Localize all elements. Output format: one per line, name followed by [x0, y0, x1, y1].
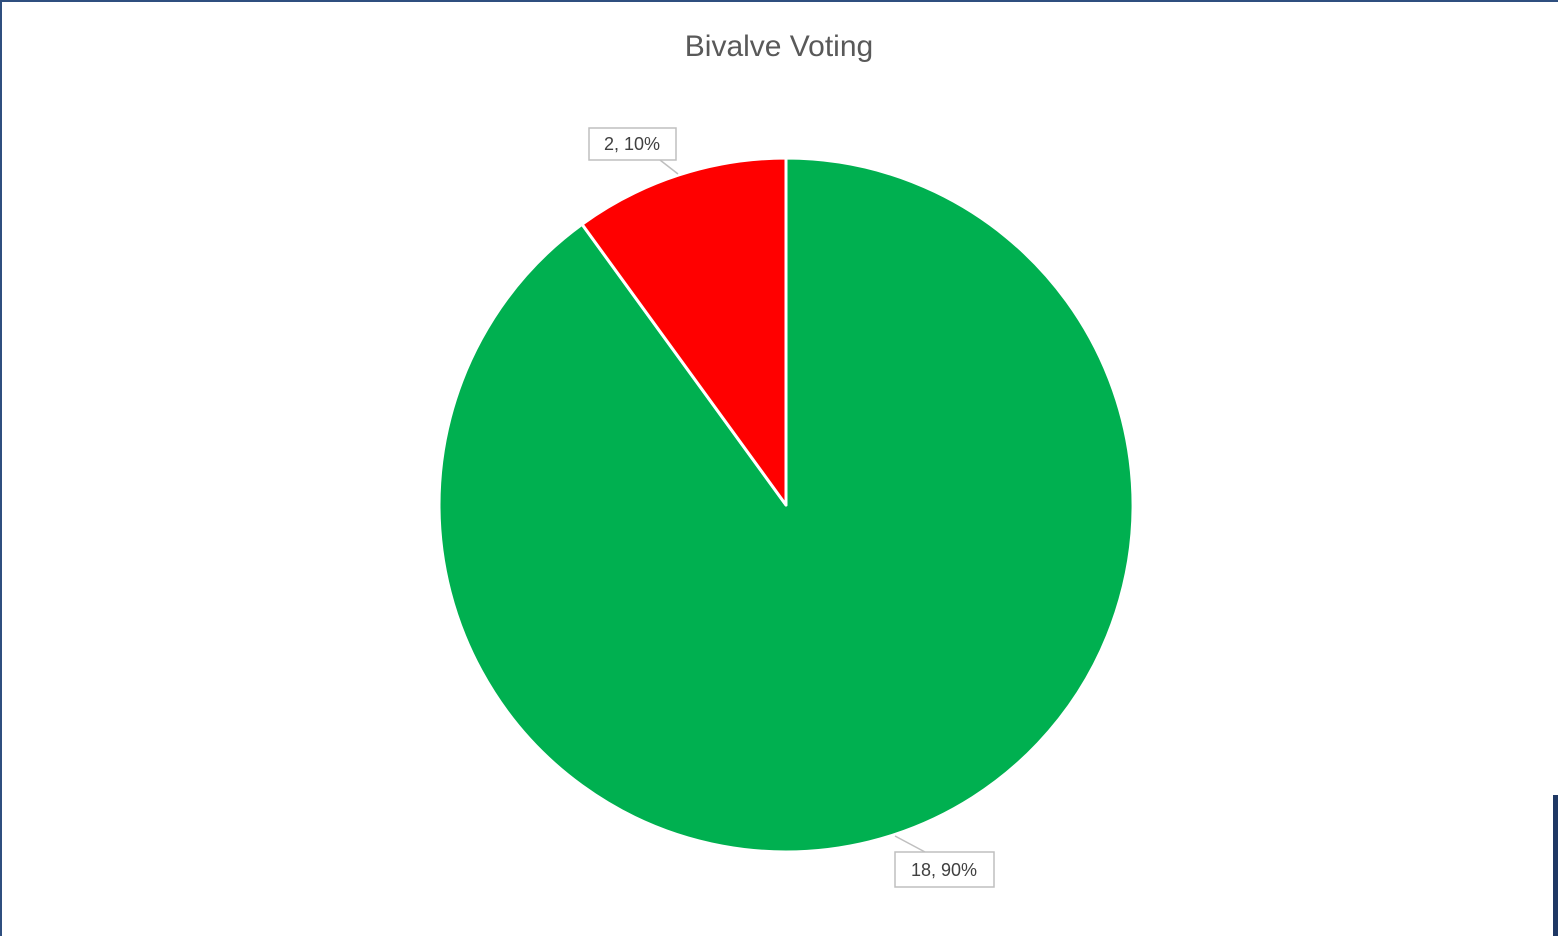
data-label-0: 18, 90%: [894, 835, 995, 888]
data-label-leader-1: [659, 159, 679, 175]
data-label-box-1: [588, 127, 677, 161]
side-accent-bar: [1553, 795, 1558, 936]
data-label-leader-0: [894, 835, 926, 853]
data-label-1: 2, 10%: [588, 127, 679, 175]
pie-slice-0: [437, 156, 1135, 854]
data-label-box-0: [894, 851, 995, 888]
data-label-text-0: 18, 90%: [911, 860, 977, 880]
pie-slice-1: [580, 156, 788, 507]
data-label-text-1: 2, 10%: [604, 134, 660, 154]
chart-title: Bivalve Voting: [684, 30, 874, 63]
